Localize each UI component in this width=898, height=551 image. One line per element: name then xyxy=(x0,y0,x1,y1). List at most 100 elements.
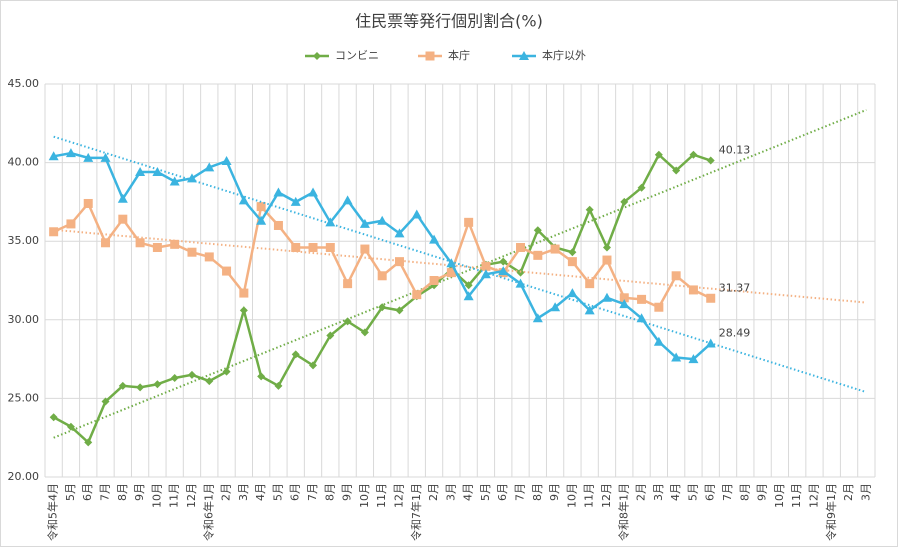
x-tick-label: 3月 xyxy=(237,483,250,501)
data-point xyxy=(602,243,611,252)
data-point xyxy=(66,422,75,431)
data-point xyxy=(222,367,231,376)
data-point xyxy=(66,219,76,229)
x-tick-label: 8月 xyxy=(323,483,336,501)
data-point xyxy=(620,197,629,206)
legend-marker xyxy=(313,52,321,60)
data-point xyxy=(273,220,283,230)
x-tick-label: 4月 xyxy=(254,483,267,501)
data-point xyxy=(83,152,94,162)
data-point xyxy=(706,156,715,165)
data-point xyxy=(394,228,405,238)
x-tick-label: 7月 xyxy=(514,483,527,501)
data-point xyxy=(360,244,370,254)
x-tick-label: 10月 xyxy=(150,483,163,508)
data-point xyxy=(411,209,422,219)
x-tick-label: 8月 xyxy=(738,483,751,501)
x-tick-label: 3月 xyxy=(859,483,872,501)
data-point xyxy=(222,266,232,276)
data-point xyxy=(446,258,457,268)
data-point xyxy=(84,438,93,447)
data-point xyxy=(135,238,145,248)
data-point xyxy=(516,242,526,252)
x-tick-label: 11月 xyxy=(583,483,596,508)
y-tick-label: 30.00 xyxy=(8,313,40,326)
x-tick-label: 2月 xyxy=(842,483,855,501)
data-point xyxy=(499,257,508,266)
data-point xyxy=(429,276,439,285)
data-point xyxy=(187,247,197,257)
data-point xyxy=(429,234,440,244)
x-tick-label: 3月 xyxy=(652,483,665,501)
x-tick-label: 4月 xyxy=(669,483,682,501)
x-tick-label: 9月 xyxy=(548,483,561,501)
data-point xyxy=(239,306,248,315)
data-point xyxy=(118,381,127,390)
data-point xyxy=(515,278,526,288)
data-point xyxy=(257,372,266,381)
data-point xyxy=(204,252,214,262)
data-point xyxy=(136,383,145,392)
data-point xyxy=(516,268,525,277)
data-point xyxy=(585,205,594,214)
x-tick-label: 12月 xyxy=(807,483,820,508)
data-point xyxy=(274,381,283,390)
data-point xyxy=(221,156,232,166)
data-point xyxy=(204,162,215,172)
data-point xyxy=(186,173,197,183)
data-point xyxy=(671,271,681,281)
x-tick-label: 2月 xyxy=(635,483,648,501)
data-point xyxy=(152,242,162,252)
data-point xyxy=(309,361,318,370)
data-point xyxy=(636,313,647,323)
legend-label: コンビニ xyxy=(335,49,379,62)
x-tick-label: 7月 xyxy=(99,483,112,501)
data-point xyxy=(464,217,474,227)
data-point xyxy=(532,313,543,323)
data-point xyxy=(601,292,612,302)
data-point xyxy=(291,350,300,359)
legend-marker xyxy=(425,51,435,61)
data-point xyxy=(101,238,111,248)
data-point xyxy=(187,370,196,379)
data-point xyxy=(446,268,456,278)
legend-marker xyxy=(519,51,529,60)
y-tick-label: 40.00 xyxy=(8,156,40,169)
data-point xyxy=(689,150,698,159)
data-point xyxy=(308,187,319,197)
data-point xyxy=(619,299,630,309)
data-point xyxy=(256,202,266,212)
data-point xyxy=(359,218,370,228)
data-point xyxy=(238,195,249,205)
x-tick-label: 令和7年1月 xyxy=(409,483,423,541)
data-point xyxy=(550,302,561,312)
data-point xyxy=(585,279,595,289)
data-point xyxy=(637,294,647,304)
x-tick-label: 8月 xyxy=(531,483,544,501)
data-point xyxy=(343,279,353,289)
data-point xyxy=(705,338,716,348)
legend-label: 本庁 xyxy=(448,48,470,62)
y-tick-label: 25.00 xyxy=(8,391,40,404)
x-tick-label: 10月 xyxy=(773,483,786,508)
data-point xyxy=(653,336,664,346)
x-tick-label: 5月 xyxy=(271,483,284,501)
data-point xyxy=(153,380,162,389)
x-tick-label: 9月 xyxy=(341,483,354,501)
data-point xyxy=(325,242,335,252)
x-tick-label: 5月 xyxy=(686,483,699,501)
data-point xyxy=(481,261,491,271)
data-point xyxy=(654,302,664,312)
data-label: 40.13 xyxy=(719,144,751,157)
data-point xyxy=(273,187,284,197)
x-tick-label: 5月 xyxy=(64,483,77,501)
data-point xyxy=(637,183,646,192)
data-point xyxy=(290,196,301,206)
data-point xyxy=(65,148,76,158)
data-point xyxy=(394,257,404,267)
x-tick-label: 7月 xyxy=(306,483,319,501)
data-point xyxy=(48,151,59,161)
x-tick-label: 6月 xyxy=(289,483,302,501)
x-tick-label: 令和8年1月 xyxy=(616,483,630,541)
